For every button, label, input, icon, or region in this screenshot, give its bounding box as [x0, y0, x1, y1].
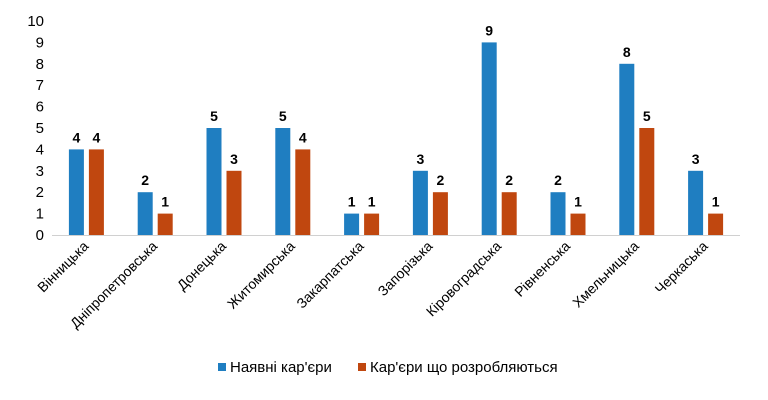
bar-existing: [550, 192, 566, 235]
y-tick-label: 9: [36, 34, 44, 51]
data-label: 3: [417, 151, 425, 167]
bar-developing: [157, 213, 173, 235]
y-tick-label: 3: [36, 163, 44, 180]
x-tick-label: Кіровоградська: [423, 238, 505, 320]
data-label: 1: [368, 194, 376, 210]
y-tick-label: 7: [36, 77, 44, 94]
data-label: 4: [93, 129, 101, 145]
x-tick-label: Запорізька: [374, 238, 435, 299]
legend-swatch: [218, 363, 226, 371]
bar-developing: [708, 213, 724, 235]
legend-label: Кар'єри що розробляються: [370, 359, 558, 376]
x-tick-label: Закарпатська: [293, 238, 367, 312]
data-label: 2: [141, 172, 149, 188]
y-axis: 0 1 2 3 4 5 6 7 8 9 10: [27, 13, 44, 244]
bar-existing: [344, 213, 360, 235]
y-tick-label: 0: [36, 227, 44, 244]
bar-developing: [226, 170, 242, 235]
data-label: 5: [210, 108, 218, 124]
bar-developing: [432, 192, 448, 235]
data-label: 9: [485, 22, 493, 38]
x-tick-label: Хмельницька: [569, 238, 642, 311]
data-label: 8: [623, 44, 631, 60]
bar-developing: [570, 213, 586, 235]
bar-existing: [688, 170, 704, 235]
bar-existing: [68, 149, 84, 235]
data-label: 5: [279, 108, 287, 124]
y-tick-label: 4: [36, 141, 44, 158]
data-label: 2: [554, 172, 562, 188]
data-label: 1: [712, 194, 720, 210]
data-label: 1: [574, 194, 582, 210]
y-tick-label: 5: [36, 120, 44, 137]
legend-label: Наявні кар'єри: [230, 359, 332, 376]
x-tick-label: Вінницька: [34, 238, 92, 296]
bar-developing: [501, 192, 517, 235]
bar-existing: [619, 63, 635, 235]
bar-developing: [364, 213, 380, 235]
y-tick-label: 10: [27, 13, 44, 30]
x-tick-label: Рівненська: [511, 238, 573, 300]
legend: Наявні кар'єри Кар'єри що розробляються: [218, 359, 558, 376]
bar-developing: [88, 149, 104, 235]
bar-existing: [412, 170, 428, 235]
data-label: 3: [692, 151, 700, 167]
y-tick-label: 8: [36, 56, 44, 73]
data-label: 3: [230, 151, 238, 167]
data-label: 1: [161, 194, 169, 210]
data-label: 4: [73, 129, 81, 145]
y-tick-label: 2: [36, 184, 44, 201]
x-tick-label: Донецька: [174, 238, 230, 294]
data-label: 2: [437, 172, 445, 188]
data-label: 4: [299, 129, 307, 145]
x-tick-label: Житомирська: [224, 238, 298, 312]
bar-existing: [481, 42, 497, 236]
bar-developing: [639, 128, 655, 235]
bar-developing: [295, 149, 311, 235]
bar-existing: [275, 128, 291, 235]
bar-existing: [137, 192, 153, 235]
legend-swatch: [358, 363, 366, 371]
y-tick-label: 1: [36, 206, 44, 223]
data-label: 1: [348, 194, 356, 210]
bar-existing: [206, 128, 222, 235]
y-tick-label: 6: [36, 99, 44, 116]
x-tick-label: Черкаська: [652, 238, 711, 297]
data-label: 5: [643, 108, 651, 124]
data-label: 2: [505, 172, 513, 188]
